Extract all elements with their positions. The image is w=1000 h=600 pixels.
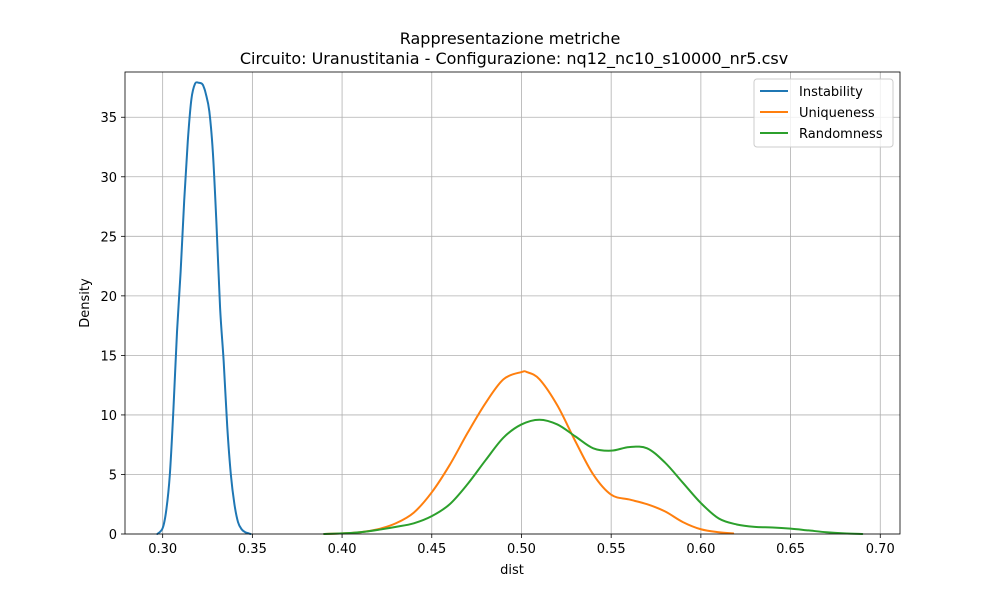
x-axis-label: dist <box>500 563 524 578</box>
plot-area <box>156 81 864 535</box>
x-tick-label: 0.70 <box>866 542 895 557</box>
x-tick-label: 0.50 <box>507 542 536 557</box>
x-tick-label: 0.60 <box>686 542 715 557</box>
series-line-instability <box>156 81 252 535</box>
y-tick-label: 30 <box>100 171 117 186</box>
series-line-randomness <box>323 418 864 535</box>
y-tick-label: 5 <box>109 468 117 483</box>
legend-label-instability: Instability <box>799 85 863 100</box>
y-tick-label: 10 <box>100 409 117 424</box>
grid <box>125 72 900 535</box>
plot-frame <box>124 71 901 535</box>
x-tick-label: 0.30 <box>148 542 177 557</box>
x-tick-label: 0.45 <box>417 542 446 557</box>
y-tick-label: 35 <box>100 111 117 126</box>
legend-label-randomness: Randomness <box>799 127 883 142</box>
legend: Instability Uniqueness Randomness <box>753 78 894 148</box>
series-line-uniqueness <box>323 370 735 535</box>
y-tick-label: 20 <box>100 290 117 305</box>
y-tick-label: 25 <box>100 230 117 245</box>
x-tick-label: 0.40 <box>328 542 357 557</box>
x-tick-label: 0.35 <box>238 542 267 557</box>
y-tick-label: 0 <box>109 528 117 543</box>
chart-subtitle: Circuito: Uranustitania - Configurazione… <box>240 49 788 69</box>
y-tick-label: 15 <box>100 349 117 364</box>
y-axis-label: Density <box>78 278 93 328</box>
legend-label-uniqueness: Uniqueness <box>799 106 875 121</box>
chart-title: Rappresentazione metriche <box>400 29 621 48</box>
axis-ticks: 0.30 0.35 0.40 0.45 0.50 0.55 0.60 0.65 0.70 0 5 10… <box>100 111 894 557</box>
x-tick-label: 0.65 <box>776 542 805 557</box>
legend-frame <box>753 78 894 148</box>
x-tick-label: 0.55 <box>597 542 626 557</box>
